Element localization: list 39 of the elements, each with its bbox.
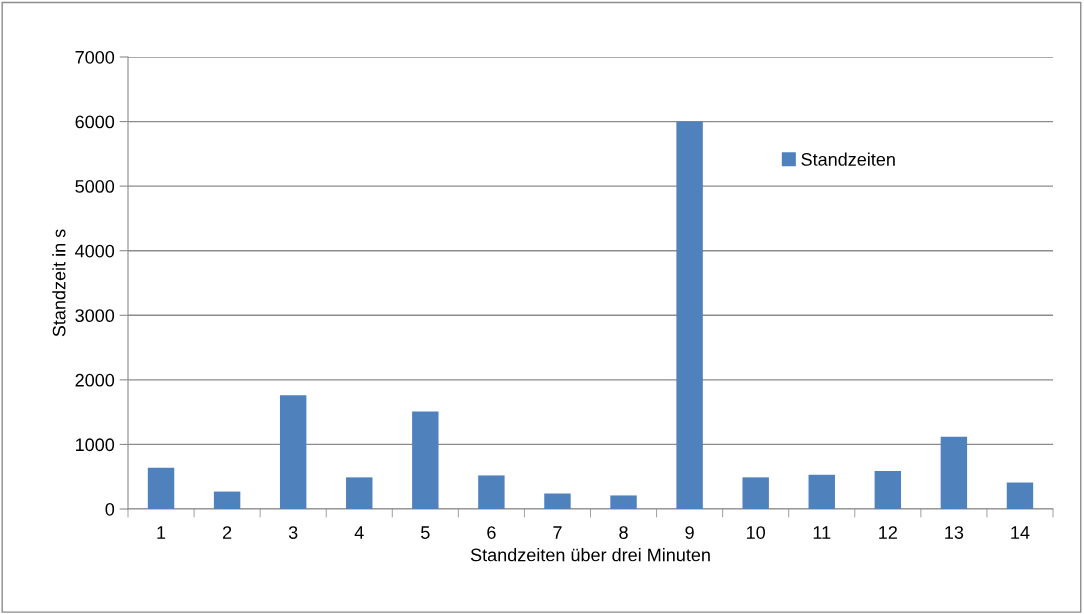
- bar: [478, 475, 505, 509]
- x-tick-label: 11: [813, 526, 831, 539]
- bar: [279, 395, 307, 509]
- y-tick-label: 1000: [76, 438, 115, 452]
- x-tick-label: 4: [354, 526, 364, 539]
- y-axis-title: Standzeit in s: [52, 229, 66, 337]
- x-tick-label: 14: [1011, 526, 1030, 539]
- x-tick-label: 1: [157, 526, 166, 539]
- bar: [412, 411, 439, 509]
- y-tick-label: 2000: [75, 373, 115, 387]
- bar: [940, 436, 968, 509]
- y-tick-label: 0: [105, 502, 115, 516]
- bar: [1006, 482, 1034, 509]
- y-tick-label: 5000: [75, 180, 115, 193]
- x-tick-label: 10: [747, 526, 766, 539]
- x-tick-label: 9: [685, 526, 694, 539]
- bar: [147, 467, 175, 509]
- y-tick-label: 6000: [75, 115, 115, 129]
- x-tick-label: 3: [288, 526, 298, 539]
- bar: [742, 477, 769, 509]
- x-tick-label: 12: [879, 526, 897, 539]
- x-tick-label: 13: [945, 526, 964, 539]
- bar: [610, 495, 637, 509]
- x-axis-title: Standzeiten über drei Minuten: [470, 548, 710, 562]
- x-tick-label: 2: [223, 526, 232, 539]
- bar: [874, 470, 902, 509]
- x-tick-label: 8: [619, 526, 628, 539]
- bar: [544, 493, 571, 509]
- x-tick-label: 7: [553, 526, 562, 539]
- bar: [808, 474, 835, 509]
- bar: [346, 477, 373, 509]
- y-tick-label: 3000: [75, 309, 115, 323]
- y-tick-label: 4000: [75, 244, 115, 258]
- bar: [676, 121, 703, 509]
- x-tick-label: 6: [487, 526, 496, 539]
- y-tick-label: 7000: [75, 50, 115, 64]
- x-tick-label: 5: [421, 526, 430, 539]
- bar: [213, 491, 241, 509]
- legend-label: Standzeiten: [801, 152, 895, 166]
